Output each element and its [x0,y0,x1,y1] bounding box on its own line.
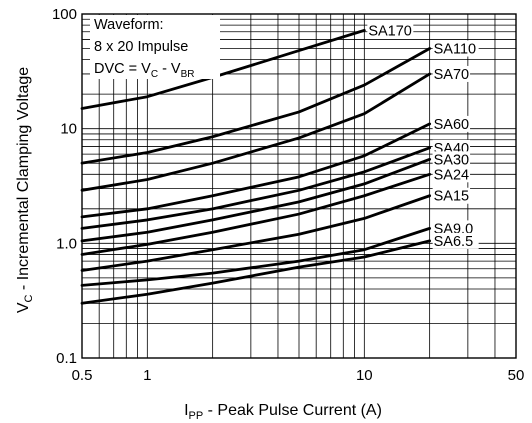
series-label: SA60 [434,117,469,133]
series-label-background [432,220,479,237]
annotation-vc-subscript: C [151,69,158,80]
series-label: SA170 [368,23,412,39]
series-line [80,72,432,192]
series-label-background [367,22,414,39]
x-axis-title-subscript: PP [189,410,204,422]
x-axis-title-rest: - Peak Pulse Current (A) [203,402,382,419]
series-line [80,239,432,305]
series-label: SA24 [434,167,469,183]
x-tick-label: 50 [508,367,525,384]
series-line [80,146,432,230]
series-label: SA70 [434,67,469,83]
series-line [80,47,432,165]
series-label-background [432,115,471,132]
annotation-line-3: DVC = VC - VBR [94,61,195,80]
x-axis-title: IPP - Peak Pulse Current (A) [184,402,382,422]
x-tick-label: 0.5 [72,367,93,384]
series-line [80,172,432,256]
series-line [80,226,432,287]
series-label-background [432,65,471,82]
plot-frame [81,13,517,359]
y-tick-label: 10 [60,121,77,138]
series-label-background [432,232,479,249]
series-label: SA6.5 [434,234,474,250]
series-line [80,122,432,219]
y-axis-title-rest: - Incremental Clamping Voltage [15,67,32,295]
series-lines [80,28,432,305]
y-tick-label: 0.1 [56,350,77,367]
y-tick-label: 100 [52,6,77,23]
series-label-background [432,187,471,204]
annotation-minus-vbr-text: - V [158,61,181,77]
series-labels: SA170SA110SA70SA60SA40SA30SA24SA15SA9.0S… [367,22,479,250]
series-label-background [432,166,471,183]
annotation-background [90,15,220,79]
y-axis-title-main: V [15,302,32,313]
annotation-box: Waveform: 8 x 20 Impulse DVC = VC - VBR [90,15,220,80]
series-label: SA30 [434,152,469,168]
x-tick-label: 1 [143,367,151,384]
x-axis-title-main: I [184,402,188,419]
series-label-background [432,40,479,57]
y-axis-title-subscript: C [23,294,35,302]
series-line [80,194,432,272]
annotation-line-2: 8 x 20 Impulse [94,39,188,55]
y-tick-label: 1.0 [56,235,77,252]
series-label: SA15 [434,189,469,205]
annotation-dvc-text: DVC = V [94,61,151,77]
series-label: SA110 [434,42,476,58]
series-label-background [432,151,471,168]
tick-labels: 0.5 1 10 50 0.1 1.0 10 100 [52,6,524,384]
annotation-line-1: Waveform: [94,17,164,33]
y-axis-title: VC - Incremental Clamping Voltage [15,67,35,313]
x-tick-label: 10 [356,367,373,384]
annotation-vbr-subscript: BR [181,69,195,80]
series-line [80,157,432,243]
